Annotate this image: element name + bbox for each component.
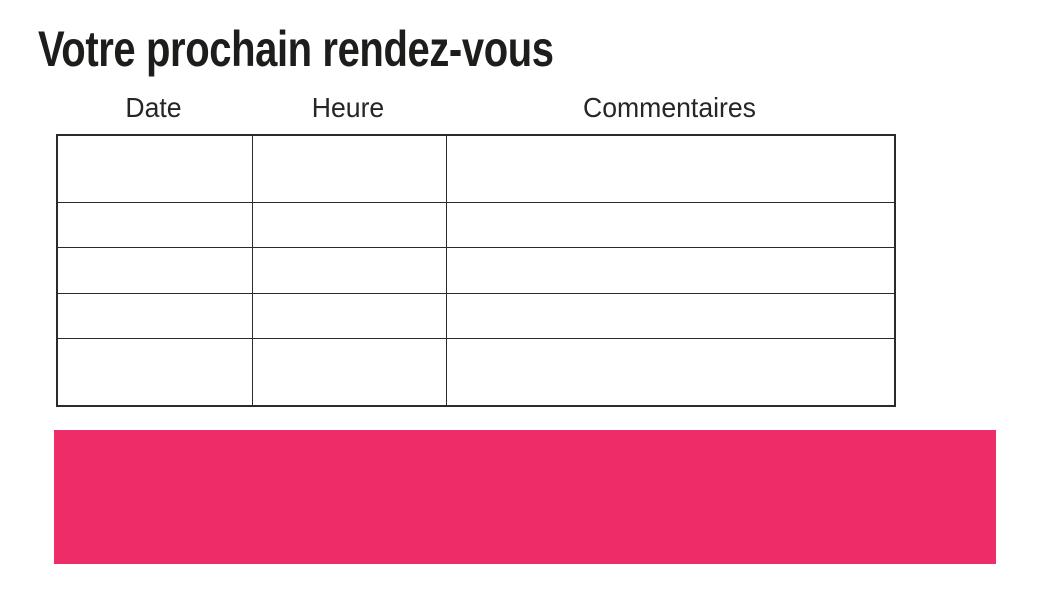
table-row (56, 202, 896, 249)
table-cell (445, 202, 896, 249)
column-header-heure: Heure (311, 92, 385, 123)
table-cell (251, 134, 447, 204)
table-cell (56, 337, 253, 407)
table-cell (56, 247, 253, 294)
table-row (56, 292, 896, 339)
table-cell (56, 202, 253, 249)
table-cell (445, 292, 896, 339)
pink-banner (54, 430, 996, 564)
table-cell (56, 292, 253, 339)
table-column-headers: Date Heure Commentaires (56, 92, 894, 124)
table-cell (251, 247, 447, 294)
table-row (56, 134, 896, 204)
column-header-date: Date (125, 92, 182, 123)
page-title: Votre prochain rendez-vous (38, 21, 554, 77)
table-cell (445, 134, 896, 204)
appointment-table (56, 134, 896, 407)
table-cell (56, 134, 253, 204)
table-row (56, 337, 896, 407)
column-header-commentaires: Commentaires (583, 92, 756, 123)
table-cell (445, 337, 896, 407)
table-cell (251, 292, 447, 339)
table-row (56, 247, 896, 294)
table-cell (251, 337, 447, 407)
table-cell (445, 247, 896, 294)
table-cell (251, 202, 447, 249)
